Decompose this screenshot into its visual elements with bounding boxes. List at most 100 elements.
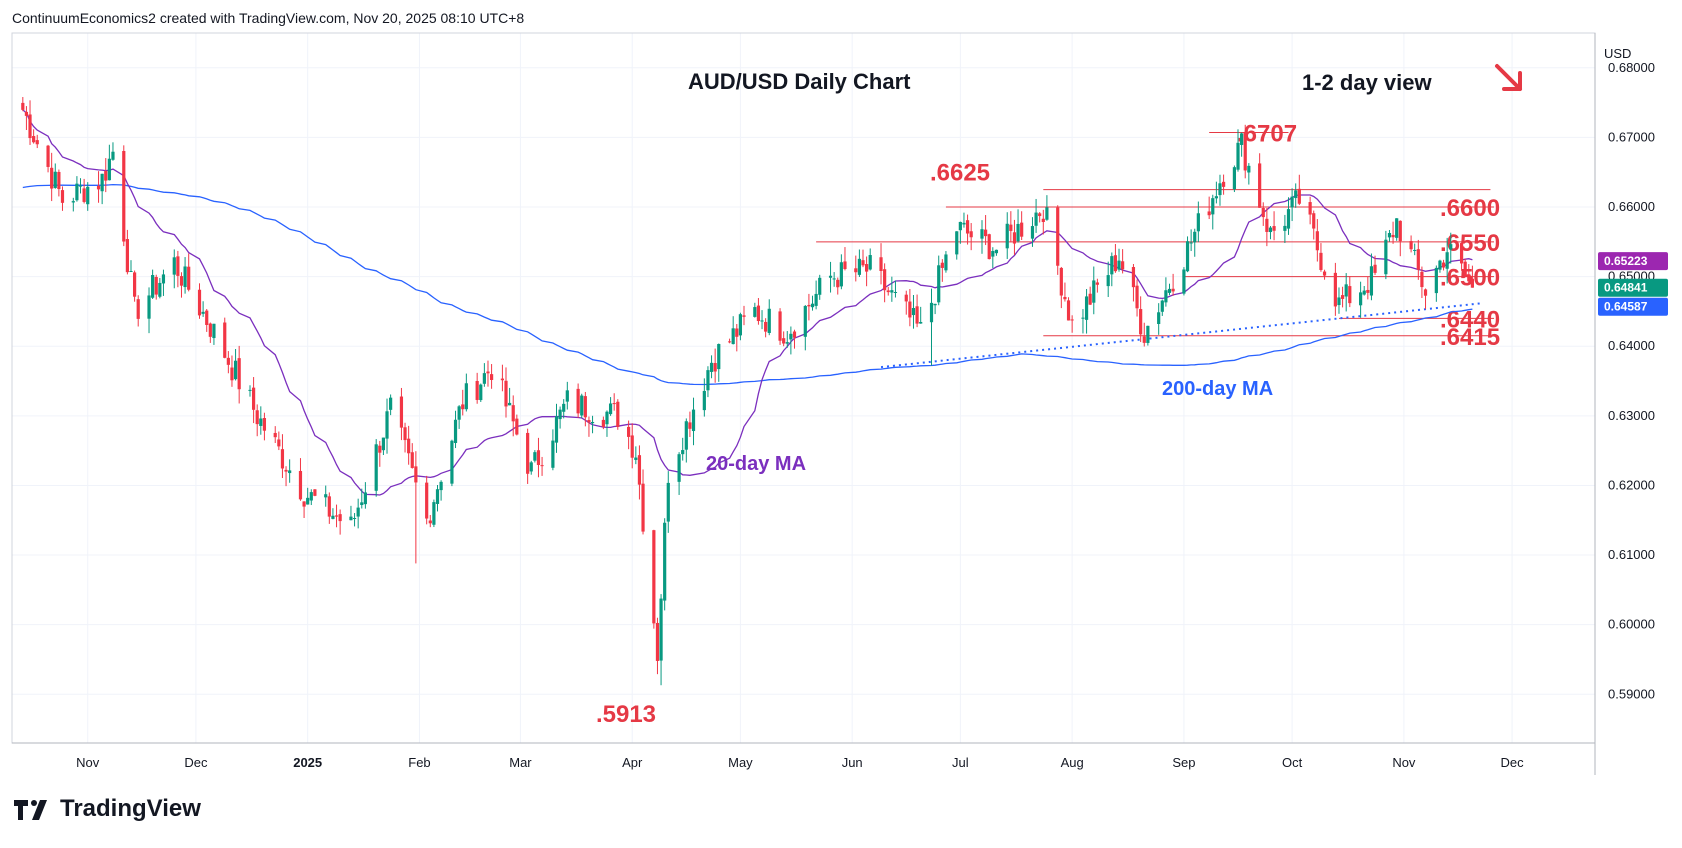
candle-body [280, 449, 285, 469]
tradingview-logo-icon [14, 800, 47, 820]
candle-body [1092, 280, 1096, 303]
candle-body [608, 403, 613, 415]
candle-body [1337, 297, 1341, 306]
candle [324, 485, 328, 507]
candle-body [486, 371, 490, 374]
candle [1121, 249, 1125, 274]
candle [1106, 261, 1110, 298]
candle [843, 247, 847, 271]
candle-body [107, 158, 111, 181]
candle [1063, 282, 1067, 302]
level-6625: .6625 [930, 160, 1491, 191]
candle [172, 249, 176, 289]
candle [666, 471, 670, 533]
candle-body [886, 290, 890, 293]
candle-body [1117, 260, 1121, 270]
candle [1395, 218, 1399, 241]
candle-body [919, 321, 923, 324]
candle-body [1359, 292, 1363, 306]
candle-body [1041, 218, 1045, 223]
time-tick-label: Jun [842, 755, 863, 770]
candle-body [1449, 244, 1453, 250]
candle [969, 223, 973, 251]
candle-body [331, 515, 335, 519]
candle [717, 343, 721, 382]
candle-body [410, 452, 414, 468]
level-label: .6550 [1440, 230, 1500, 257]
candle-body [1286, 209, 1291, 229]
candle-body [1319, 252, 1323, 270]
candle-body [969, 231, 973, 238]
candle [158, 277, 162, 299]
candle [937, 255, 941, 306]
candle-body [1030, 226, 1035, 239]
price-tick-label: 0.67000 [1608, 129, 1655, 144]
candle [179, 272, 184, 298]
candle [425, 475, 429, 525]
candle [259, 406, 263, 435]
candle [731, 316, 735, 345]
candle [1095, 278, 1099, 293]
candle-body [237, 358, 241, 390]
candle-body [262, 418, 267, 431]
candle [136, 295, 140, 327]
candle [1221, 174, 1226, 195]
candle-body [1084, 296, 1089, 320]
candle-body [1095, 282, 1099, 285]
price-tag-bg [1598, 278, 1668, 297]
candle-body [450, 440, 454, 484]
candle-body [1139, 309, 1143, 335]
candle [810, 295, 815, 311]
candle-body [533, 452, 537, 461]
candle-body [1398, 220, 1402, 242]
candle-body [435, 489, 440, 504]
candle-body [201, 311, 205, 314]
candle [511, 395, 515, 437]
candle-body [637, 455, 642, 485]
candle [374, 439, 378, 497]
candle [706, 366, 710, 398]
candle [453, 410, 458, 449]
candle-body [457, 406, 461, 420]
candle-body [1467, 274, 1471, 282]
level-6600: .6600 [945, 195, 1500, 222]
candle [540, 456, 544, 476]
candle-body [1441, 262, 1446, 268]
candle-body [526, 432, 530, 474]
candle [183, 257, 187, 294]
candle-body [28, 114, 32, 139]
candle-body [324, 494, 328, 498]
candle [709, 355, 714, 379]
candle [223, 317, 227, 359]
candle [1268, 225, 1273, 240]
candle-body [1322, 271, 1327, 276]
candle [1247, 163, 1251, 185]
candle [233, 348, 238, 381]
candle [147, 287, 151, 334]
candle-body [1387, 232, 1392, 238]
candle [111, 142, 115, 161]
candle [385, 398, 389, 454]
candle-body [785, 342, 789, 344]
candle [1056, 205, 1060, 275]
candle-body [1214, 196, 1218, 199]
candle [782, 331, 786, 347]
candle-body [612, 403, 616, 405]
candle-body [75, 183, 79, 201]
candle-body [883, 269, 887, 291]
candle-body [136, 299, 140, 319]
level-6440: .6440 [1338, 306, 1500, 333]
candle-body [565, 390, 569, 402]
price-tag-value: 0.65223 [1604, 254, 1648, 268]
candle-body [681, 450, 685, 455]
candle [129, 260, 133, 272]
price-tag-value: 0.64841 [1604, 281, 1648, 295]
candle-body [756, 305, 761, 322]
candle [1193, 228, 1197, 257]
candle [1005, 212, 1009, 259]
candle [608, 397, 613, 416]
candle-body [601, 419, 605, 427]
candle-body [666, 482, 670, 522]
candle [122, 145, 126, 247]
